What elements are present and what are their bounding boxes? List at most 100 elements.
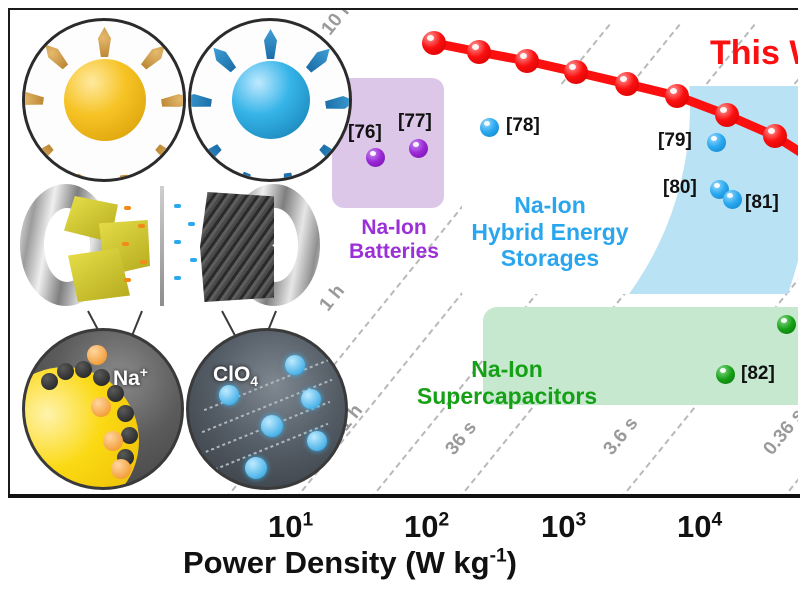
data-point-82 [716, 365, 735, 384]
data-point-78 [480, 118, 499, 137]
ligand-spike [304, 44, 334, 74]
cell-schematic: – + [14, 180, 320, 310]
x-tick-4-exp: 4 [711, 509, 723, 531]
x-axis-title-exponent: -1 [489, 545, 507, 567]
inset-label-sodium-text: Na [113, 367, 140, 390]
x-tick-3: 103 [541, 509, 586, 545]
inset-label-sodium: Na+ [113, 365, 148, 391]
carbon-bead [107, 385, 124, 402]
inset-label-perchlorate-text: ClO [213, 363, 251, 386]
separator-membrane [160, 186, 164, 306]
anode-sign: – [58, 238, 68, 257]
x-tick-3-mantissa: 10 [541, 509, 576, 544]
x-axis-title: Power Density (W kg-1) [0, 545, 700, 581]
cathode-carbon-electrode [200, 192, 274, 302]
inset-label-perchlorate-sub: 4 [250, 374, 258, 390]
x-tick-4: 104 [677, 509, 722, 545]
ligand-spike [41, 40, 71, 71]
anode-gold-electrode [58, 192, 154, 302]
carbon-bead [93, 369, 110, 386]
this-work-point [564, 60, 588, 84]
region-label-supercapacitors: Na-Ion Supercapacitors [416, 356, 598, 409]
ref-tag-76: [76] [348, 122, 382, 143]
x-tick-1-exp: 1 [302, 509, 314, 531]
sodium-ion-bead [103, 431, 123, 451]
ref-tag-77: [77] [398, 111, 432, 132]
x-axis-title-main: Power Density (W kg [182, 545, 490, 580]
region-label-hybrid: Na-Ion Hybrid Energy Storages [471, 192, 629, 272]
x-tick-3-exp: 3 [575, 509, 587, 531]
cathode-sign: + [272, 236, 282, 255]
x-axis-title-close: ) [506, 545, 517, 580]
ligand-spike [325, 94, 352, 111]
perchlorate-ion [174, 276, 181, 280]
sodium-ion [138, 224, 145, 228]
x-tick-4-mantissa: 10 [677, 509, 712, 544]
inset-label-perchlorate: ClO4 [213, 363, 258, 389]
ref-tag-78: [78] [506, 115, 540, 136]
x-tick-1-mantissa: 10 [268, 509, 303, 544]
data-point-76 [366, 148, 385, 167]
this-work-point [715, 103, 739, 127]
region-label-batteries: Na-Ion Batteries [349, 216, 439, 264]
gold-core [64, 59, 146, 141]
perchlorate-ion-bead [301, 389, 321, 409]
x-tick-1: 101 [268, 509, 313, 545]
ligand-spike [98, 27, 111, 57]
carbon-bead [121, 427, 138, 444]
x-tick-2-exp: 2 [438, 509, 450, 531]
sodium-ion-bead [91, 397, 111, 417]
sodium-ion-bead [111, 459, 131, 479]
sodium-ion [124, 206, 131, 210]
perchlorate-ion [190, 258, 197, 262]
data-point-77 [409, 139, 428, 158]
this-work-point [615, 72, 639, 96]
x-axis-line [8, 494, 800, 498]
region-na-ion-supercapacitors [483, 307, 798, 405]
this-work-label: This Wo [710, 34, 798, 72]
this-work-point [763, 124, 787, 148]
ref-tag-80: [80] [663, 177, 697, 198]
perchlorate-ion-bead [307, 431, 327, 451]
x-tick-2: 102 [404, 509, 449, 545]
perchlorate-ion [188, 222, 195, 226]
ligand-spike [209, 43, 239, 74]
perchlorate-ion-bead [261, 415, 283, 437]
x-tick-2-mantissa: 10 [404, 509, 439, 544]
data-point-79 [707, 133, 726, 152]
sodium-ion [124, 278, 131, 282]
ref-tag-81: [81] [745, 192, 779, 213]
plot-frame: [76] [77] [78] [79] [80] [81] [82] Na-Io… [8, 8, 798, 496]
this-work-point [422, 31, 446, 55]
data-point-81 [723, 190, 742, 209]
data-point-supercap-extra [777, 315, 796, 334]
carbon-bead [75, 361, 92, 378]
ligand-spike [188, 92, 212, 109]
inset-sodium-intercalation: Na+ [22, 328, 184, 490]
sodium-ion-bead [87, 345, 107, 365]
ref-tag-82: [82] [741, 363, 775, 384]
ligand-spike [22, 90, 44, 107]
blue-core [232, 61, 310, 139]
ligand-spike [161, 92, 186, 109]
nanoparticle-illustration-gold [22, 18, 186, 182]
carbon-bead [41, 373, 58, 390]
perchlorate-ion-bead [219, 385, 239, 405]
carbon-bead [117, 405, 134, 422]
inset-label-sodium-charge: + [139, 365, 148, 380]
ref-tag-79: [79] [658, 130, 692, 151]
perchlorate-ion-bead [285, 355, 305, 375]
inset-perchlorate-adsorption: ClO4 [186, 328, 348, 490]
this-work-point [467, 40, 491, 64]
perchlorate-ion [174, 204, 181, 208]
this-work-point [665, 84, 689, 108]
ligand-spike [264, 29, 277, 59]
perchlorate-ion [174, 240, 181, 244]
ligand-spike [139, 41, 169, 71]
sodium-ion [140, 260, 147, 264]
this-work-point [515, 49, 539, 73]
nanoparticle-illustration-blue [188, 18, 352, 182]
sodium-ion [122, 242, 129, 246]
carbon-bead [57, 363, 74, 380]
